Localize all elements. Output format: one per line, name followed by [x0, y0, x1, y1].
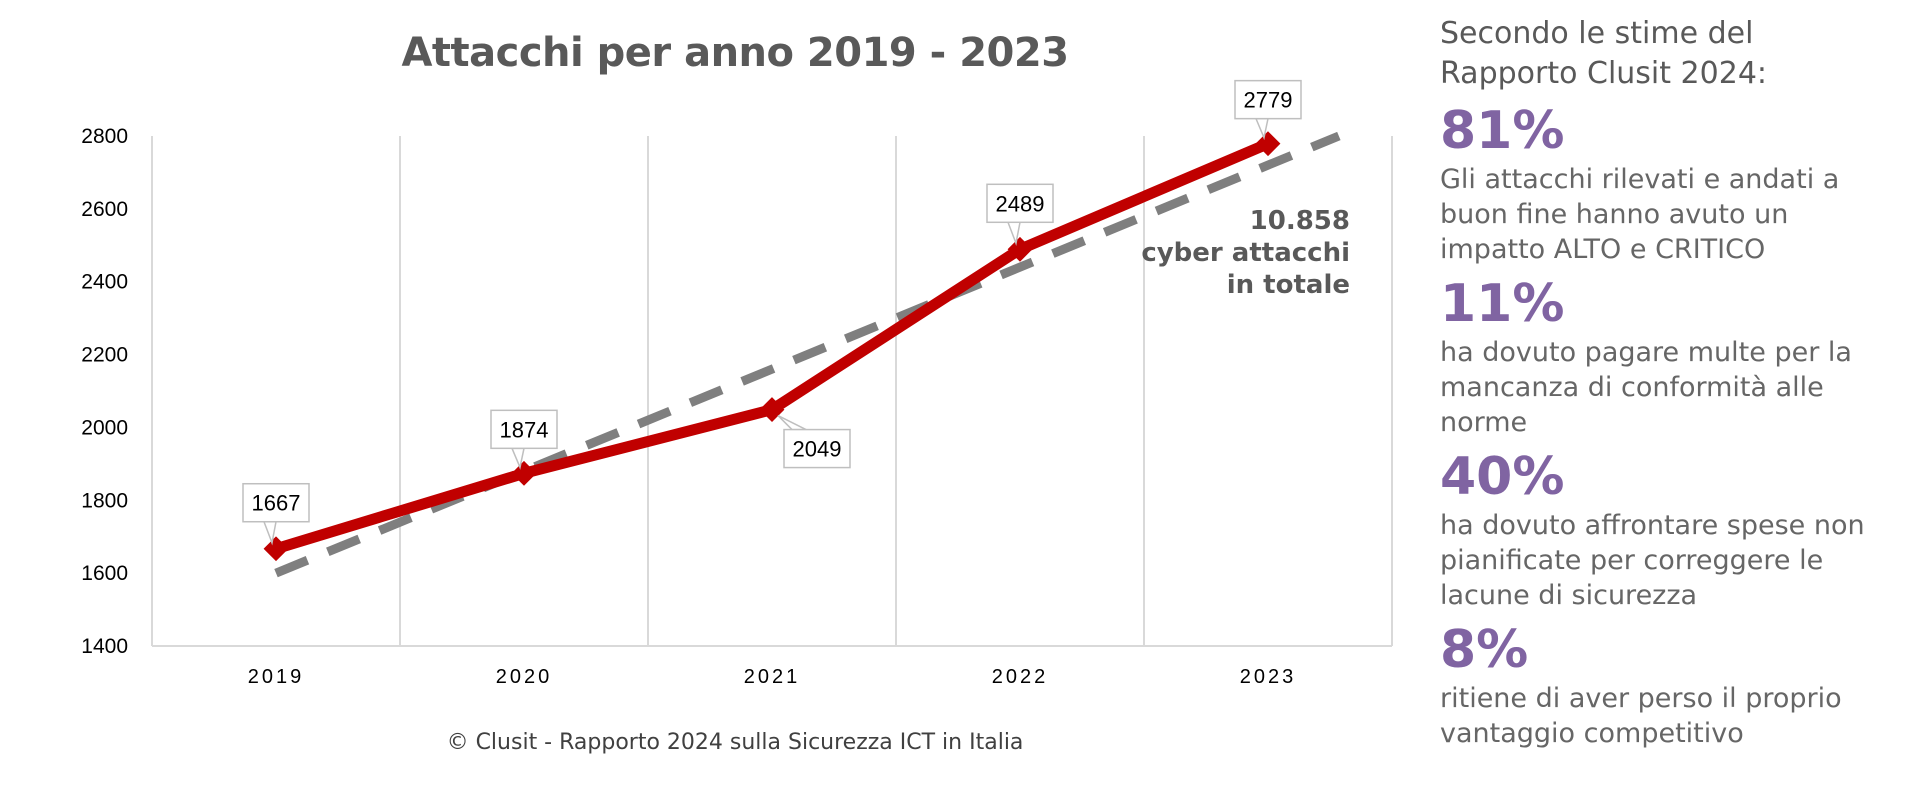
annotation-line: cyber attacchi — [1141, 238, 1350, 268]
y-tick-label: 2800 — [81, 125, 128, 148]
series-layer — [263, 131, 1281, 562]
stat-percentage: 81% — [1440, 101, 1565, 161]
data-label-callout: 1667 — [242, 482, 310, 546]
stat-description: ritiene di aver perso il proprio vantagg… — [1440, 681, 1910, 751]
y-tick-label: 2200 — [81, 344, 128, 367]
callout-box — [1234, 79, 1302, 120]
data-point-marker — [511, 460, 537, 486]
data-label-layer: 1667 1874 2049 2489 2779 — [242, 79, 1302, 546]
stat-percentage: 40% — [1440, 447, 1565, 507]
data-label-callout: 2049 — [777, 414, 851, 469]
data-point-marker — [759, 397, 785, 422]
data-point-marker — [263, 536, 289, 562]
y-tick-label: 2600 — [81, 198, 128, 221]
stats-heading-line: Secondo le stime del — [1440, 16, 1754, 51]
y-tick-label: 1600 — [81, 562, 128, 585]
stat-description-line: Gli attacchi rilevati e andati a — [1440, 164, 1840, 195]
stat-block: 8% ritiene di aver perso il proprio vant… — [1440, 619, 1910, 751]
data-label-callout: 2489 — [986, 183, 1054, 247]
stat-description-line: ha dovuto affrontare spese non — [1440, 510, 1865, 541]
stat-block: 11% ha dovuto pagare multe per la mancan… — [1440, 273, 1910, 440]
stat-description: ha dovuto affrontare spese non pianifica… — [1440, 508, 1910, 613]
stat-description-line: ha dovuto pagare multe per la — [1440, 337, 1852, 368]
data-label: 2489 — [996, 191, 1045, 216]
chart-title: Attacchi per anno 2019 - 2023 — [401, 30, 1069, 76]
x-tick-label: 2023 — [1240, 666, 1297, 688]
data-label-callout: 1874 — [490, 409, 558, 470]
data-label-callout: 2779 — [1234, 79, 1302, 141]
axis-layer: 1400 1600 1800 2000 2200 2400 2600 2800 2019 2020… — [81, 125, 1392, 688]
callout-box — [986, 183, 1054, 224]
x-tick-label: 2022 — [992, 666, 1049, 688]
data-point-marker — [1007, 236, 1033, 262]
stats-heading: Secondo le stime del Rapporto Clusit 202… — [1440, 14, 1910, 94]
callout-box — [490, 409, 558, 450]
y-tick-label: 1400 — [81, 635, 128, 658]
stat-block: 81% Gli attacchi rilevati e andati a buo… — [1440, 100, 1910, 267]
stat-description-line: vantaggio competitivo — [1440, 718, 1744, 749]
grid-layer — [151, 136, 1393, 646]
data-label: 2049 — [793, 437, 842, 462]
line-chart: 1400 1600 1800 2000 2200 2400 2600 2800 2019 2020… — [81, 79, 1393, 688]
trendline — [274, 131, 1341, 578]
data-label: 2779 — [1244, 88, 1293, 113]
y-tick-label: 2400 — [81, 271, 128, 294]
stat-description: Gli attacchi rilevati e andati a buon fi… — [1440, 162, 1910, 267]
x-tick-label: 2021 — [744, 666, 801, 688]
x-tick-label: 2020 — [496, 666, 553, 688]
callout-box — [783, 428, 851, 469]
total-attacks-annotation: 10.858 cyber attacchi in totale — [1050, 205, 1350, 301]
data-label: 1874 — [500, 417, 549, 442]
y-tick-label: 1800 — [81, 489, 128, 512]
stat-description-line: buon fine hanno avuto un — [1440, 199, 1789, 230]
x-tick-label: 2019 — [248, 666, 305, 688]
stat-description-line: pianificate per correggere le — [1440, 545, 1824, 576]
annotation-line: 10.858 — [1249, 206, 1350, 236]
data-point-marker — [1255, 131, 1281, 157]
stat-description-line: mancanza di conformità alle — [1440, 372, 1824, 403]
stat-block: 40% ha dovuto affrontare spese non piani… — [1440, 446, 1910, 613]
annotation-line: in totale — [1226, 270, 1350, 300]
stat-description-line: impatto ALTO e CRITICO — [1440, 234, 1766, 265]
stats-panel: Secondo le stime del Rapporto Clusit 202… — [1440, 14, 1910, 751]
stat-description-line: norme — [1440, 407, 1528, 438]
stat-percentage: 8% — [1440, 620, 1529, 680]
callout-box — [242, 482, 310, 523]
stat-description-line: lacune di sicurezza — [1440, 580, 1698, 611]
stat-description-line: ritiene di aver perso il proprio — [1440, 683, 1842, 714]
data-label: 1667 — [252, 491, 301, 516]
trendline-layer — [274, 131, 1341, 578]
stats-heading-line: Rapporto Clusit 2024: — [1440, 56, 1768, 91]
callout-pointer — [777, 414, 807, 431]
y-tick-label: 2000 — [81, 416, 128, 439]
stat-percentage: 11% — [1440, 274, 1565, 334]
stat-description: ha dovuto pagare multe per la mancanza d… — [1440, 335, 1910, 440]
chart-source: © Clusit - Rapporto 2024 sulla Sicurezza… — [446, 730, 1024, 755]
